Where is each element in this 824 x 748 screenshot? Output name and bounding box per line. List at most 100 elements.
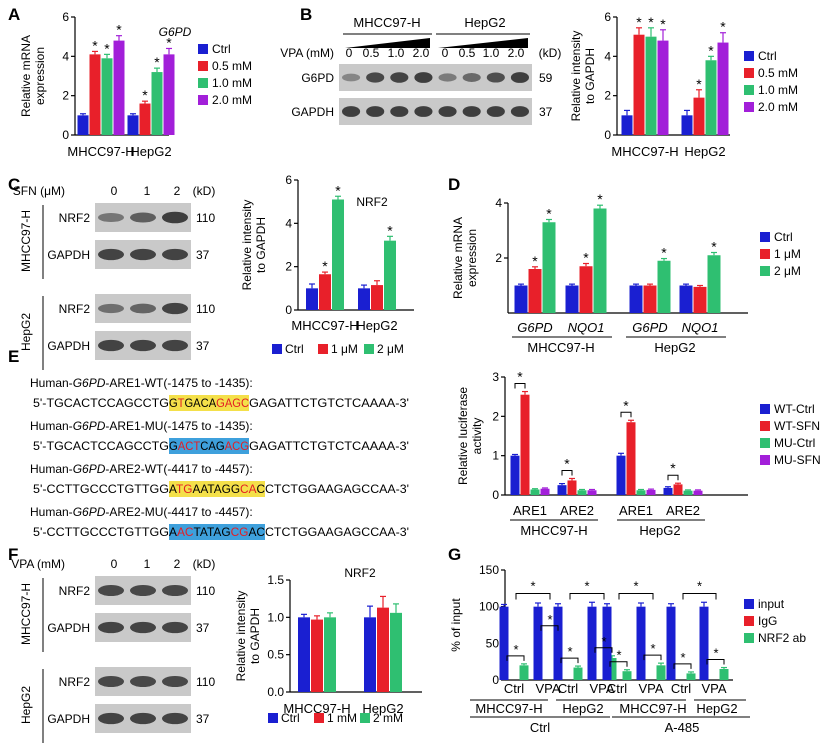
y-axis-label: Relative luciferase (456, 387, 470, 485)
sequence-text: 5'-TGCACTCCAGCCTG (33, 396, 169, 410)
y-axis-label: Relative mRNA (19, 35, 33, 117)
significance-star: * (567, 644, 572, 659)
chart-E: 0 1 2 3 Relative luciferase activity ARE1 ARE2 A… (456, 369, 748, 538)
legend-label: input (758, 597, 785, 611)
bar (646, 489, 656, 495)
sequence-text: GAGATTCTGTCTCAAAA-3' (249, 396, 409, 410)
significance-star: * (142, 87, 148, 103)
blot-band (130, 248, 156, 261)
bar (113, 40, 125, 135)
category-label: Ctrl (504, 681, 524, 696)
dose-label: 2 (174, 184, 181, 198)
base: A (169, 482, 177, 496)
bar (540, 488, 550, 495)
significance-bracket (609, 661, 628, 667)
legend-swatch (744, 616, 754, 626)
significance-star: * (601, 634, 606, 649)
kd-unit: (kD) (193, 557, 216, 571)
y-tick-label: 50 (486, 636, 500, 650)
base: G (222, 482, 231, 496)
category-label: Ctrl (558, 681, 578, 696)
bar (679, 285, 693, 313)
group-label: HepG2 (562, 701, 603, 716)
bar (643, 285, 657, 313)
significance-bracket (540, 625, 559, 631)
chart-B: 0 2 4 6 Relative intensity to GAPDH * * * * * * MHCC… (569, 10, 730, 159)
legend-label: 1.0 mM (212, 76, 252, 90)
legend-swatch (760, 438, 770, 448)
legend-swatch (198, 78, 208, 88)
base: C (200, 439, 208, 453)
kd-label: 37 (196, 339, 210, 353)
blot-band (130, 303, 156, 314)
legend-swatch (198, 61, 208, 71)
blot-band (162, 211, 188, 224)
bar (579, 266, 593, 313)
group-label: HepG2 (639, 523, 680, 538)
cell-line-label: MHCC97-H (353, 15, 420, 30)
legend-swatch (198, 44, 208, 54)
category-label: G6PD (517, 320, 552, 335)
kd-unit: (kD) (193, 184, 216, 198)
protein-label: NRF2 (59, 211, 91, 225)
bar (717, 42, 729, 135)
y-tick-label: 2 (285, 260, 292, 274)
sequence-text: GACTCAGACG (169, 439, 249, 453)
base: G (239, 525, 248, 539)
y-axis-label: to GAPDH (254, 217, 268, 273)
significance-star: * (564, 455, 570, 471)
significance-star: * (633, 578, 638, 593)
category-label: ARE2 (666, 503, 700, 518)
blot-band (130, 584, 156, 597)
category-label: VPA (535, 681, 560, 696)
legend-swatch (744, 51, 754, 61)
blot-band (390, 106, 409, 117)
significance-star: * (387, 222, 393, 238)
sequence-text: 5'-CCTTGCCCTGTTGG (33, 525, 169, 539)
significance-bracket (514, 383, 526, 389)
bar (693, 490, 703, 495)
blot-band (98, 584, 124, 597)
significance-bracket (673, 663, 692, 669)
significance-star: * (648, 14, 654, 30)
bar (693, 286, 707, 313)
bar (533, 606, 543, 680)
bar (163, 54, 175, 135)
cell-line-label: HepG2 (19, 686, 33, 724)
category-label: MHCC97-H (67, 144, 134, 159)
bar (519, 665, 529, 680)
blot-band (462, 73, 481, 82)
legend-label: Ctrl (758, 49, 777, 63)
significance-bracket (560, 657, 579, 664)
blot-band (98, 212, 124, 223)
kd-label: 37 (196, 621, 210, 635)
panel-label-F: F (8, 545, 18, 564)
blot-band (162, 621, 188, 634)
legend-swatch (760, 421, 770, 431)
protein-label: GAPDH (291, 105, 334, 119)
y-tick-label: 6 (62, 10, 69, 24)
legend-swatch (760, 455, 770, 465)
blot-band (162, 302, 188, 315)
y-tick-label: 0 (492, 673, 499, 687)
y-axis-label: Relative mRNA (451, 217, 465, 299)
panel-label-B: B (300, 5, 312, 24)
bar (358, 288, 370, 310)
bar (371, 285, 383, 310)
significance-star: * (711, 239, 717, 255)
bar (319, 274, 331, 310)
legend-label: Ctrl (774, 230, 793, 244)
dose-label: 1 (144, 184, 151, 198)
significance-star: * (546, 206, 552, 222)
bar (593, 208, 607, 313)
dose-label: 0 (111, 557, 118, 571)
bar (573, 667, 583, 680)
y-axis-label: expression (465, 229, 479, 287)
legend-label: Ctrl (285, 342, 304, 356)
bar (699, 606, 709, 680)
legend-label: 2 μM (774, 264, 801, 278)
significance-star: * (660, 16, 666, 32)
sequence-title: Human-G6PD-ARE2-WT(-4417 to -4457): (30, 462, 253, 476)
significance-bracket (618, 592, 654, 600)
